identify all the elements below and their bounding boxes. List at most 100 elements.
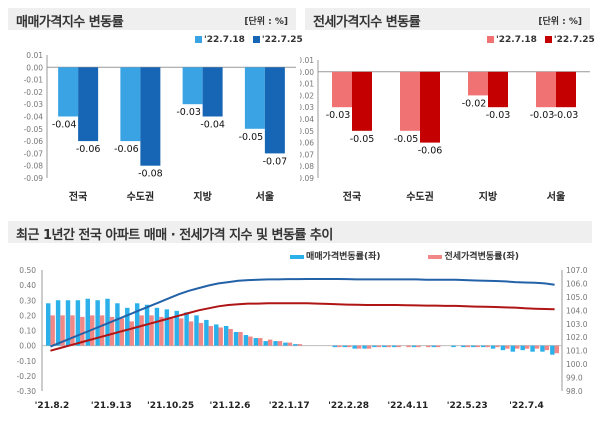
category-label: 서울 xyxy=(547,190,565,203)
bar xyxy=(505,345,510,349)
bar xyxy=(248,336,253,346)
bar xyxy=(218,327,223,346)
trend-chart-title: 최근 1년간 전국 아파트 매매 · 전세가격 지수 및 변동률 추이 xyxy=(16,228,333,243)
sale-unit: [단위 : %] xyxy=(244,17,288,27)
bar xyxy=(159,316,164,346)
bar xyxy=(356,345,362,349)
bar xyxy=(556,71,576,108)
data-label: -0.05 xyxy=(394,134,419,145)
bar xyxy=(461,345,466,348)
data-label: -0.02 xyxy=(462,98,487,109)
bar xyxy=(244,67,265,129)
y-tick-label: -0.30 xyxy=(17,387,37,396)
trend-title-bar: 최근 1년간 전국 아파트 매매 · 전세가격 지수 및 변동률 추이 xyxy=(8,221,592,243)
bar xyxy=(95,300,100,346)
data-label: -0.04 xyxy=(200,120,225,131)
bar xyxy=(372,345,377,348)
bar xyxy=(396,345,401,348)
bar xyxy=(475,345,480,348)
data-label: -0.03 xyxy=(554,110,579,121)
bar xyxy=(99,315,105,346)
data-label: -0.07 xyxy=(263,156,288,167)
y-tick-label: -0.04 xyxy=(300,115,314,124)
bar xyxy=(515,345,520,349)
y-tick-label: 0.20 xyxy=(19,311,36,320)
bar xyxy=(297,344,303,346)
y-tick-label: -0.05 xyxy=(300,127,314,136)
bar xyxy=(293,344,298,346)
y-tick-label: 0.50 xyxy=(19,266,36,275)
data-label: -0.06 xyxy=(76,144,101,155)
bar xyxy=(510,345,516,352)
bar xyxy=(352,71,372,131)
bar xyxy=(536,71,556,108)
y-tick-label: -0.09 xyxy=(300,174,314,183)
bar xyxy=(490,345,496,349)
bar xyxy=(283,342,288,346)
bar xyxy=(480,345,486,348)
y-tick-label: -0.10 xyxy=(17,357,37,366)
bar xyxy=(530,345,535,352)
bar xyxy=(277,341,283,346)
bar xyxy=(184,312,189,346)
sale-chart-title: 매매가격지수 변동률 xyxy=(16,15,124,30)
x-tick-label: '21.10.25 xyxy=(147,401,194,411)
bar xyxy=(129,321,134,346)
bar xyxy=(544,345,550,351)
legend-item: 전세가격변동률(좌) xyxy=(428,249,519,262)
bar xyxy=(169,318,174,346)
y-tick-label: 0.01 xyxy=(26,51,43,60)
category-label: 서울 xyxy=(256,190,274,203)
bar xyxy=(134,303,140,346)
bar xyxy=(75,300,81,346)
index-line xyxy=(50,278,555,348)
bar xyxy=(485,345,490,348)
data-label: -0.06 xyxy=(114,144,139,155)
bar xyxy=(524,345,530,349)
y-tick-label: -0.05 xyxy=(24,125,44,134)
category-label: 수도권 xyxy=(406,191,434,203)
bar xyxy=(420,71,440,143)
category-label: 지방 xyxy=(479,190,498,203)
bar xyxy=(550,345,555,355)
y-tick-label: 0.00 xyxy=(19,342,36,351)
bar xyxy=(267,339,273,346)
y-tick-label: -0.07 xyxy=(300,150,314,159)
bar xyxy=(534,345,540,349)
x-tick-label: '22.2.28 xyxy=(328,401,369,411)
bar xyxy=(65,300,71,346)
y-tick-label: 0.00 xyxy=(26,63,43,72)
y-tick-label: -0.03 xyxy=(24,100,44,109)
bar xyxy=(263,341,268,346)
x-tick-label: '22.7.4 xyxy=(509,401,544,411)
y2-tick-label: 99.0 xyxy=(566,374,583,383)
bar xyxy=(431,345,436,348)
data-label: -0.06 xyxy=(418,146,443,157)
bar xyxy=(188,321,194,346)
y-tick-label: -0.02 xyxy=(24,88,44,97)
bar xyxy=(105,298,110,346)
y-tick-label: 0.10 xyxy=(19,327,36,336)
category-label: 수도권 xyxy=(127,191,155,203)
bar xyxy=(139,315,144,346)
bar xyxy=(352,345,357,349)
index-line xyxy=(50,302,555,352)
bar xyxy=(164,309,170,346)
data-label: -0.03 xyxy=(176,107,201,118)
category-label: 전국 xyxy=(343,190,361,203)
trend-legend: 매매가격변동률(좌) 전세가격변동률(좌) xyxy=(290,249,519,262)
y-tick-label: -0.06 xyxy=(300,139,314,148)
data-label: -0.03 xyxy=(486,110,511,121)
jeonse-legend: '22.7.18 '22.7.25 xyxy=(487,35,595,45)
bar xyxy=(243,335,249,346)
bar xyxy=(386,345,391,348)
bar xyxy=(174,310,179,346)
bar xyxy=(50,315,55,346)
bar xyxy=(125,307,130,346)
data-label: -0.08 xyxy=(138,169,163,180)
bar xyxy=(451,345,456,348)
y-tick-label: -0.08 xyxy=(24,162,44,171)
y-tick-label: -0.01 xyxy=(24,76,44,85)
y-tick-label: -0.04 xyxy=(24,113,44,122)
x-tick-label: '21.9.13 xyxy=(91,401,132,411)
